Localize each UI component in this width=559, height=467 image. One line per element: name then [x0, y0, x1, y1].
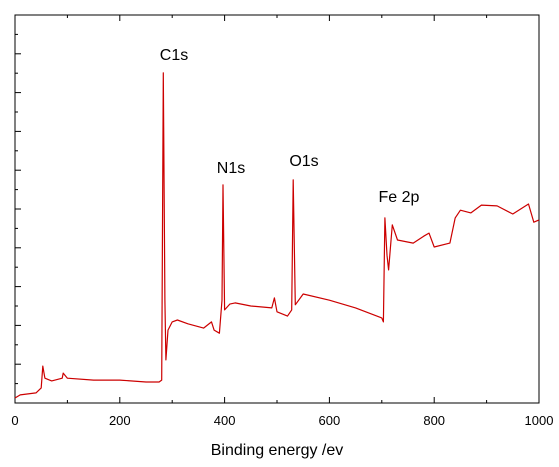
x-tick-label: 1000 [525, 413, 554, 428]
x-tick-label: 200 [109, 413, 131, 428]
peak-label: O1s [289, 153, 318, 170]
peak-label: Fe 2p [379, 189, 420, 206]
x-tick-label: 400 [214, 413, 236, 428]
x-axis-label: Binding energy /ev [211, 442, 344, 459]
x-tick-label: 600 [319, 413, 341, 428]
spectrum-line [14, 72, 540, 399]
peak-label: N1s [217, 160, 245, 177]
x-tick-label: 0 [11, 413, 18, 428]
x-tick-label: 800 [423, 413, 445, 428]
plot-frame [14, 14, 540, 404]
peak-label: C1s [160, 47, 188, 64]
